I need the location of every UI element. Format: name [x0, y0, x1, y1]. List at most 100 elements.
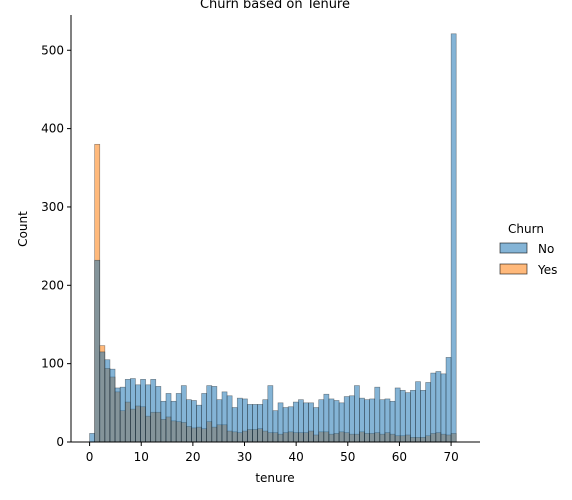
bar-no — [226, 395, 233, 443]
legend-entries: No Yes — [499, 242, 557, 277]
bar-no — [262, 399, 269, 443]
bar-no — [206, 385, 213, 443]
bar-no — [191, 400, 197, 443]
bar-no — [445, 357, 452, 443]
bar-no — [298, 399, 304, 443]
bar-no — [282, 407, 289, 443]
x-tick-label: 60 — [392, 450, 407, 464]
bar-no — [338, 402, 345, 443]
bar-no — [124, 379, 131, 443]
bar-no — [430, 372, 437, 443]
y-tick-label: 400 — [41, 122, 64, 136]
y-tick-label: 0 — [56, 435, 64, 449]
legend: Churn No Yes — [499, 222, 557, 277]
bar-no — [348, 395, 355, 443]
bar-no — [109, 368, 116, 443]
y-tick-label: 500 — [41, 43, 64, 57]
bar-no — [135, 384, 141, 443]
bar-no — [130, 378, 136, 443]
x-ticks: 0 10 20 30 40 50 60 70 — [86, 442, 459, 464]
legend-swatch-no — [499, 242, 528, 254]
chart-title: Churn based on Tenure — [200, 0, 350, 12]
bar-no — [221, 391, 228, 443]
bar-no — [394, 387, 401, 443]
bar-no — [359, 397, 365, 443]
bar-no — [364, 399, 370, 443]
bar-no — [186, 399, 192, 443]
bar-no — [313, 407, 320, 443]
bar-no — [272, 410, 279, 443]
bar-no — [196, 404, 202, 443]
y-tick-label: 300 — [41, 200, 64, 214]
legend-title: Churn — [508, 222, 544, 236]
legend-label-no: No — [538, 242, 554, 256]
x-tick-label: 40 — [289, 450, 304, 464]
bar-no — [242, 398, 248, 443]
bar-no — [165, 393, 172, 443]
bar-no — [231, 407, 238, 443]
bar-no — [420, 389, 426, 443]
x-axis-label: tenure — [255, 471, 294, 485]
x-tick-label: 20 — [185, 450, 200, 464]
x-tick-label: 0 — [86, 450, 94, 464]
bar-no — [94, 259, 101, 443]
bar-no — [389, 400, 396, 443]
bar-no — [104, 359, 111, 443]
bar-no — [415, 381, 421, 443]
legend-label-yes: Yes — [537, 263, 557, 277]
x-tick-label: 10 — [134, 450, 149, 464]
bar-no — [369, 398, 376, 443]
bar-no — [211, 386, 218, 443]
bar-no — [247, 404, 253, 443]
bar-no — [257, 404, 264, 443]
bar-no — [303, 402, 309, 443]
bar-no — [277, 402, 284, 443]
bar-no — [318, 399, 325, 443]
bar-no — [150, 379, 157, 443]
bar-no — [308, 402, 314, 443]
bars-layer — [89, 33, 457, 443]
bar-no — [175, 393, 182, 443]
bar-no — [89, 433, 95, 443]
bar-no — [410, 389, 416, 443]
bar-no — [236, 397, 243, 443]
axes-layer — [70, 15, 480, 443]
x-tick-label: 30 — [237, 450, 252, 464]
legend-swatch-yes — [499, 263, 528, 275]
bar-no — [170, 400, 177, 443]
bar-no — [114, 387, 121, 443]
bar-no — [292, 401, 299, 443]
bar-no — [384, 398, 391, 443]
bar-no — [374, 386, 381, 443]
bar-no — [435, 371, 442, 443]
series-no — [89, 33, 457, 443]
y-axis-label: Count — [16, 211, 30, 247]
bar-no — [201, 393, 208, 443]
bar-no — [287, 406, 294, 443]
bar-no — [180, 385, 187, 443]
bar-no — [440, 373, 447, 443]
x-tick-label: 50 — [340, 450, 355, 464]
bar-no — [155, 386, 162, 443]
bar-no — [343, 396, 350, 443]
bar-no — [333, 400, 340, 443]
bar-no — [450, 33, 457, 443]
bar-no — [404, 392, 411, 443]
bar-no — [267, 385, 274, 443]
x-tick-label: 70 — [443, 450, 458, 464]
bar-no — [379, 399, 386, 443]
bar-no — [145, 384, 151, 443]
bar-no — [399, 389, 406, 443]
bar-no — [323, 393, 330, 443]
y-tick-label: 200 — [41, 278, 64, 292]
bar-no — [425, 382, 432, 443]
bar-no — [354, 385, 360, 443]
bar-no — [328, 398, 335, 443]
bar-no — [119, 386, 126, 443]
y-ticks: 0 100 200 300 400 500 — [41, 43, 71, 449]
bar-no — [216, 399, 223, 443]
bar-no — [140, 379, 146, 443]
bar-no — [252, 404, 258, 443]
bar-no — [160, 400, 167, 443]
